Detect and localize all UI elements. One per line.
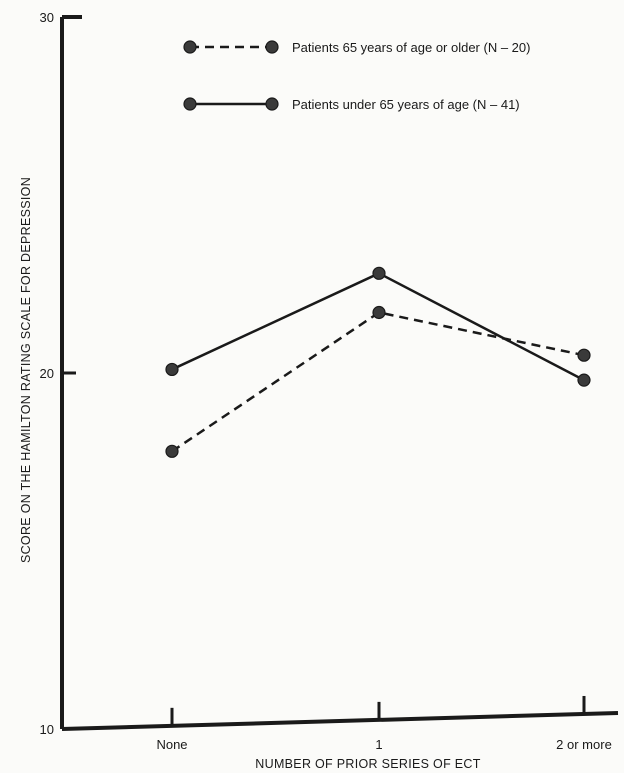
series-solid (165, 266, 591, 387)
legend-marker (183, 97, 197, 111)
x-tick-label: None (156, 737, 187, 752)
x-axis-title: NUMBER OF PRIOR SERIES OF ECT (255, 757, 480, 771)
x-ticks: None 1 2 or more (156, 695, 612, 752)
series-dashed (165, 305, 591, 458)
series-point (577, 373, 591, 387)
legend-marker (265, 40, 279, 54)
series-line (171, 271, 585, 382)
legend-entry: Patients 65 years of age or older (N – 2… (183, 40, 530, 55)
series-point (577, 348, 591, 362)
series-point (372, 266, 386, 280)
y-axis-title: SCORE ON THE HAMILTON RATING SCALE FOR D… (19, 177, 33, 563)
y-tick-label: 10 (40, 722, 54, 737)
x-axis (61, 711, 619, 731)
series-line (171, 311, 585, 453)
series-point (165, 362, 179, 377)
legend: Patients 65 years of age or older (N – 2… (183, 40, 530, 112)
x-tick-label: 2 or more (556, 737, 612, 752)
legend-label: Patients 65 years of age or older (N – 2… (292, 40, 530, 55)
series-layer (165, 266, 591, 458)
series-point (165, 444, 179, 458)
series-point (372, 305, 386, 320)
y-tick-label: 30 (40, 10, 54, 25)
legend-entry: Patients under 65 years of age (N – 41) (183, 97, 520, 112)
x-tick-label: 1 (375, 737, 382, 752)
y-tick-label: 20 (40, 366, 54, 381)
legend-marker (265, 97, 279, 111)
y-ticks: 10 20 30 (40, 10, 76, 737)
legend-marker (183, 40, 197, 54)
legend-label: Patients under 65 years of age (N – 41) (292, 97, 520, 112)
axes (60, 15, 619, 731)
